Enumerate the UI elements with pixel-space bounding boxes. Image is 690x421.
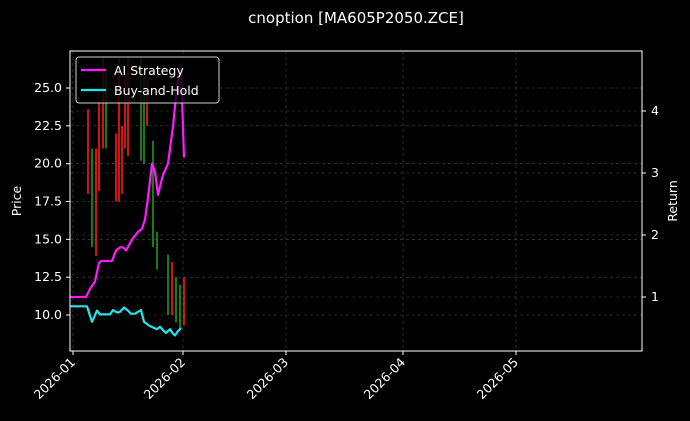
y-axis-left: 10.0 12.5 15.0 17.5 20.0 22.5 25.0 <box>34 80 70 322</box>
legend-box <box>75 56 220 104</box>
legend-bh-label: Buy-and-Hold <box>114 83 199 98</box>
y2-tick-label: 2 <box>651 227 659 242</box>
chart-title: cnoption [MA605P2050.ZCE] <box>248 9 464 27</box>
y2-tick-label: 4 <box>651 103 659 118</box>
y-tick-label: 20.0 <box>34 156 62 171</box>
y-axis-label: Price <box>9 185 24 216</box>
grid <box>70 51 642 351</box>
y-tick-label: 12.5 <box>34 269 62 284</box>
y-tick-label: 17.5 <box>34 194 62 209</box>
y2-tick-label: 3 <box>651 165 659 180</box>
y-axis-right: 1 2 3 4 <box>642 103 659 304</box>
y2-axis-label: Return <box>665 180 680 221</box>
y-tick-label: 22.5 <box>34 118 62 133</box>
y-tick-label: 10.0 <box>34 307 62 322</box>
legend: AI Strategy Buy-and-Hold <box>75 56 220 104</box>
y-tick-label: 15.0 <box>34 231 62 246</box>
y-tick-label: 25.0 <box>34 80 62 95</box>
y2-tick-label: 1 <box>651 289 659 304</box>
price-candles <box>87 57 185 331</box>
buy-and-hold-line <box>70 305 182 337</box>
legend-ai-label: AI Strategy <box>114 63 184 78</box>
ai-strategy-line <box>70 66 186 299</box>
